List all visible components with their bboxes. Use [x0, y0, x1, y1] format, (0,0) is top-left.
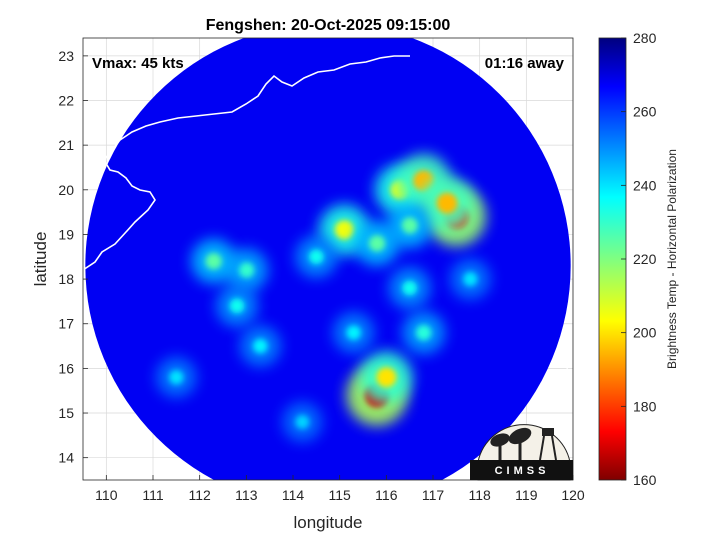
- feature-core: [463, 272, 478, 287]
- y-tick-label: 23: [58, 48, 74, 64]
- colorbar-tick-label: 160: [633, 472, 657, 488]
- y-axis-label: latitude: [31, 232, 50, 287]
- east-coast-outline: [564, 351, 573, 397]
- chart-title: Fengshen: 20-Oct-2025 09:15:00: [206, 17, 451, 34]
- time-away-annotation: 01:16 away: [485, 55, 565, 72]
- y-tick-label: 16: [58, 360, 74, 376]
- colorbar-ticks: 160 180 200 220 240 260 280: [621, 30, 657, 488]
- x-tick-label: 111: [142, 487, 163, 503]
- feature-core: [334, 220, 355, 240]
- x-tick-label: 110: [95, 487, 118, 503]
- feature-core: [169, 370, 184, 385]
- plot-frame: [82, 37, 574, 481]
- colorbar-tick-label: 280: [633, 30, 657, 46]
- x-axis-label: longitude: [293, 513, 362, 532]
- y-tick-label: 22: [58, 93, 74, 109]
- feature-core: [229, 298, 245, 314]
- colorbar-tick-label: 200: [633, 325, 657, 341]
- y-tick-label: 19: [58, 226, 74, 242]
- x-tick-label: 113: [235, 487, 258, 503]
- colorbar-tick-label: 180: [633, 398, 657, 414]
- convection-features: [156, 154, 491, 442]
- logo-text: CIMSS: [495, 465, 550, 477]
- colorbar-tick-label: 240: [633, 177, 657, 193]
- feature-core: [308, 249, 324, 265]
- coastline: [83, 55, 573, 397]
- feature-core: [416, 325, 432, 341]
- feature-core: [436, 192, 458, 214]
- island-outline: [83, 117, 99, 151]
- x-tick-label: 118: [469, 487, 492, 503]
- feature-core: [205, 253, 222, 270]
- feature-core: [368, 235, 386, 252]
- x-tick-label: 119: [515, 487, 538, 503]
- x-tick-label: 117: [422, 487, 445, 503]
- swath-layer: [83, 38, 573, 480]
- x-tick-label: 115: [329, 487, 352, 503]
- y-tick-label: 14: [58, 450, 74, 466]
- x-tick-label: 112: [189, 487, 212, 503]
- x-tick-label: 114: [282, 487, 305, 503]
- feature-core: [295, 415, 310, 429]
- feature-core: [253, 338, 268, 354]
- y-tick-label: 20: [58, 182, 74, 198]
- coastline-path: [83, 55, 410, 271]
- colorbar-tick-label: 260: [633, 104, 657, 120]
- feature-core: [401, 217, 418, 234]
- colorbar-label: Brightness Temp - Horizontal Polarizatio…: [665, 149, 679, 369]
- y-tick-label: 17: [58, 316, 74, 332]
- feature-core: [238, 262, 255, 278]
- x-tick-label: 116: [375, 487, 398, 503]
- cimss-logo: CIMSS: [470, 424, 573, 481]
- y-tick-label: 18: [58, 271, 74, 287]
- x-tick-label: 120: [561, 487, 585, 503]
- y-tick-label: 21: [58, 137, 74, 153]
- vmax-annotation: Vmax: 45 kts: [92, 55, 184, 72]
- feature-core: [376, 367, 397, 388]
- feature-core: [402, 280, 418, 296]
- y-axis-ticks: 14 15 16 17 18 19 20 21 22 23: [58, 48, 88, 466]
- colorbar-tick-label: 220: [633, 251, 657, 267]
- y-tick-label: 15: [58, 405, 74, 421]
- feature-core: [346, 325, 361, 340]
